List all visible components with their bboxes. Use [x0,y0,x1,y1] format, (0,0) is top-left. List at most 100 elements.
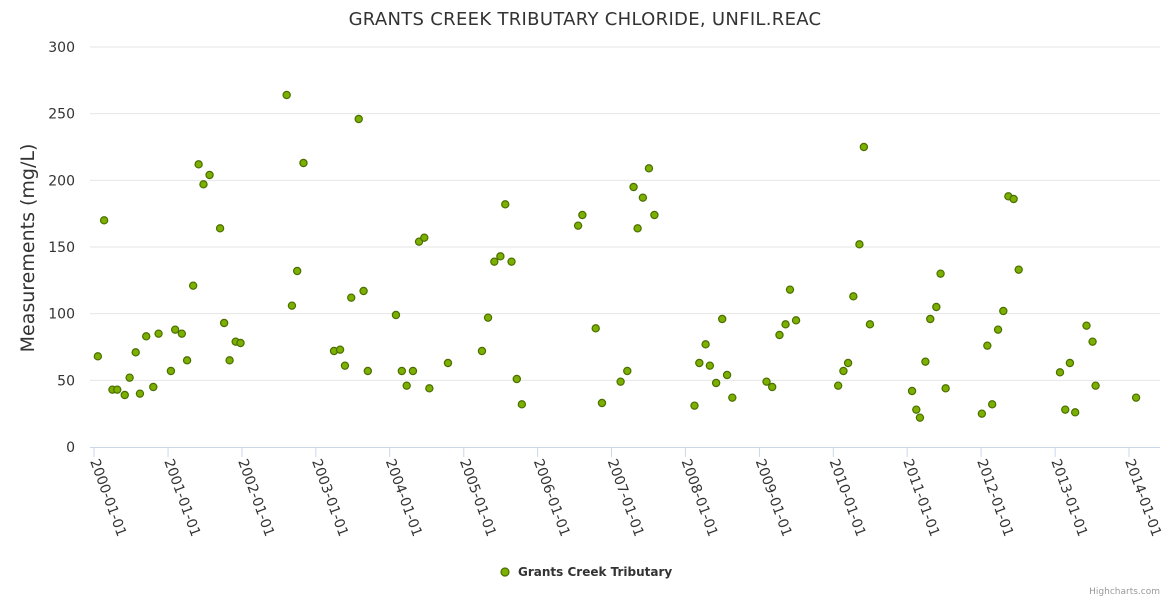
data-point[interactable] [194,160,203,169]
data-point[interactable] [1055,368,1065,377]
data-point[interactable] [236,338,245,348]
data-point[interactable] [93,352,103,361]
data-point[interactable] [791,316,801,325]
data-point[interactable] [225,356,234,365]
data-point[interactable] [182,356,192,365]
data-point[interactable] [638,193,648,202]
data-point[interactable] [616,377,625,386]
data-point[interactable] [363,366,373,376]
data-point[interactable] [483,313,493,322]
data-point[interactable] [629,182,638,192]
data-point[interactable] [512,374,521,384]
data-point[interactable] [591,324,600,333]
data-point[interactable] [205,170,214,180]
data-point[interactable] [650,210,659,220]
data-point[interactable] [125,373,134,382]
data-point[interactable] [597,398,607,408]
data-point[interactable] [443,358,453,368]
data-point[interactable] [833,381,843,390]
data-point[interactable] [397,366,407,376]
data-point[interactable] [1091,381,1100,390]
data-point[interactable] [477,346,487,356]
data-point[interactable] [762,377,771,386]
data-point[interactable] [292,266,302,276]
data-point[interactable] [154,329,163,338]
data-point[interactable] [299,158,308,168]
data-point[interactable] [420,233,429,242]
data-point[interactable] [142,332,151,341]
data-point[interactable] [166,366,176,376]
data-point[interactable] [718,314,727,324]
data-point[interactable] [215,224,225,233]
data-point[interactable] [705,361,715,370]
data-point[interactable] [188,281,198,290]
data-point[interactable] [690,401,699,410]
data-point[interactable] [695,358,704,368]
data-point[interactable] [391,310,401,320]
data-point[interactable] [644,164,654,173]
data-point[interactable] [839,366,848,376]
data-point[interactable] [983,341,992,350]
data-point[interactable] [843,358,853,368]
data-point[interactable] [941,384,950,393]
data-point[interactable] [921,357,930,366]
data-point[interactable] [517,400,527,409]
data-point[interactable] [907,386,917,396]
data-point[interactable] [1082,321,1091,330]
data-point[interactable] [354,114,363,124]
data-point[interactable] [490,257,499,266]
legend-marker[interactable] [500,567,510,577]
data-point[interactable] [501,200,510,209]
data-point[interactable] [1061,405,1070,414]
data-point[interactable] [120,390,129,400]
data-point[interactable] [578,210,587,220]
data-point[interactable] [859,142,869,152]
data-point[interactable] [99,216,109,225]
data-point[interactable] [849,292,858,301]
data-point[interactable] [781,320,790,329]
data-point[interactable] [402,381,411,390]
data-point[interactable] [287,301,297,310]
data-point[interactable] [131,348,140,357]
data-point[interactable] [977,409,987,418]
data-point[interactable] [912,405,921,414]
data-point[interactable] [425,384,434,393]
data-point[interactable] [865,320,875,329]
data-point[interactable] [219,318,229,328]
data-point[interactable] [767,382,777,392]
data-point[interactable] [347,293,356,302]
data-point[interactable] [722,370,732,380]
data-point[interactable] [1009,194,1018,204]
data-point[interactable] [170,325,180,334]
data-point[interactable] [999,306,1008,316]
data-point[interactable] [1065,358,1075,368]
data-point[interactable] [936,269,945,278]
data-point[interactable] [282,90,291,100]
data-point[interactable] [177,329,187,338]
data-point[interactable] [507,257,516,266]
data-point[interactable] [915,413,925,422]
data-point[interactable] [135,389,145,398]
legend-item-label[interactable]: Grants Creek Tributary [518,565,672,579]
credits-link[interactable]: Highcharts.com [1089,587,1160,597]
data-point[interactable] [932,302,941,312]
data-point[interactable] [1070,408,1080,417]
data-point[interactable] [701,340,710,349]
data-point[interactable] [408,366,418,376]
data-point[interactable] [1014,265,1023,274]
data-point[interactable] [633,224,642,233]
data-point[interactable] [573,221,583,230]
data-point[interactable] [711,378,721,388]
data-point[interactable] [926,314,935,324]
data-point[interactable] [987,400,997,409]
data-point[interactable] [113,385,122,394]
data-point[interactable] [340,361,350,370]
data-point[interactable] [1131,393,1141,402]
data-point[interactable] [785,285,795,294]
data-point[interactable] [623,366,632,376]
legend[interactable]: Grants Creek Tributary [500,565,672,579]
data-point[interactable] [359,286,368,296]
data-point[interactable] [775,330,784,340]
data-point[interactable] [1088,337,1097,346]
data-point[interactable] [335,345,345,354]
